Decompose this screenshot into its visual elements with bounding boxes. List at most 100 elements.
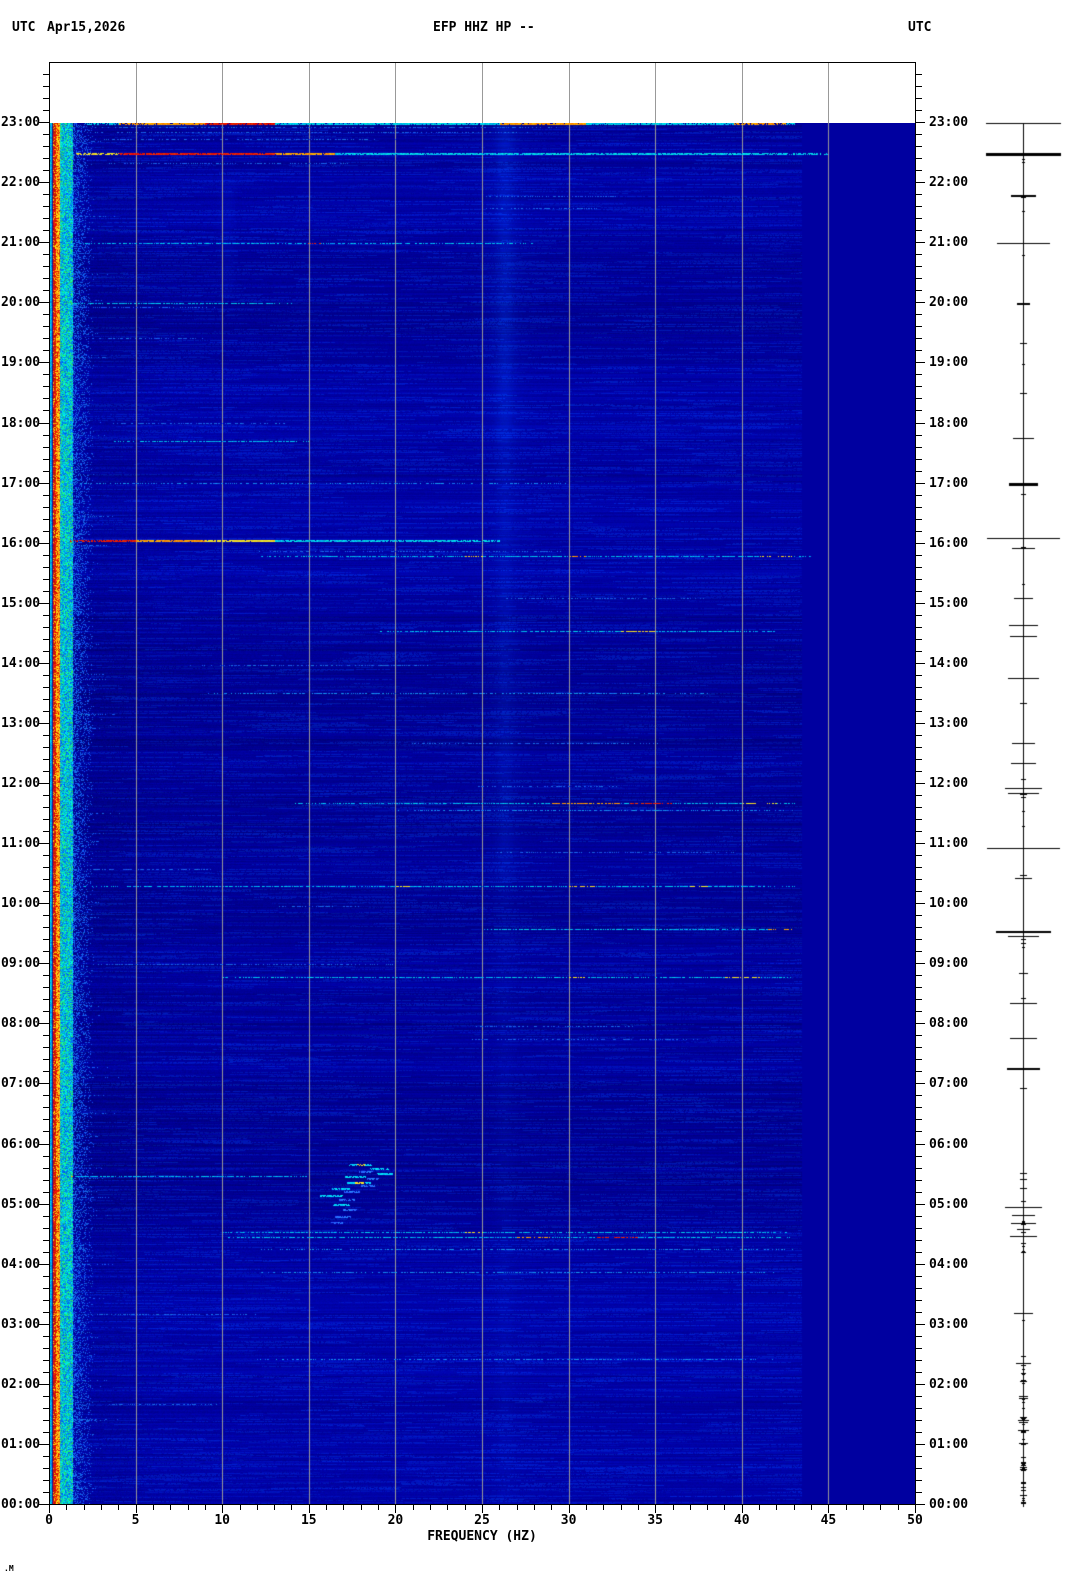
y-axis-hour-label: 03:00: [1, 1317, 41, 1332]
y-axis-minor-tick: [43, 1095, 49, 1096]
header-timezone-right: UTC: [908, 20, 932, 35]
y-axis-minor-tick: [43, 1312, 49, 1313]
y-axis-minor-tick: [43, 1059, 49, 1060]
y-axis-minor-tick: [43, 615, 49, 616]
x-axis-minor-tick: [551, 1505, 552, 1510]
y-axis-major-tick: [916, 1144, 925, 1145]
y-axis-minor-tick: [916, 266, 922, 267]
x-axis-minor-tick: [707, 1505, 708, 1510]
y-axis-minor-tick: [916, 1240, 922, 1241]
y-axis-minor-tick: [916, 1156, 922, 1157]
header-timezone-left: UTC: [12, 20, 36, 35]
y-axis-minor-tick: [43, 158, 49, 159]
y-axis-minor-tick: [43, 290, 49, 291]
y-axis-minor-tick: [43, 915, 49, 916]
y-axis-minor-tick: [916, 735, 922, 736]
y-axis-minor-tick: [916, 86, 922, 87]
y-axis-minor-tick: [916, 338, 922, 339]
y-axis-minor-tick: [43, 627, 49, 628]
y-axis-major-tick: [39, 483, 49, 484]
y-axis-minor-tick: [916, 1252, 922, 1253]
y-axis-minor-tick: [43, 398, 49, 399]
y-axis-major-tick: [916, 1444, 925, 1445]
x-axis-minor-tick: [621, 1505, 622, 1510]
y-axis-minor-tick: [43, 1252, 49, 1253]
y-axis-minor-tick: [43, 1180, 49, 1181]
y-axis-hour-label: 09:00: [929, 956, 969, 971]
y-axis-minor-tick: [43, 374, 49, 375]
y-axis-minor-tick: [43, 891, 49, 892]
y-axis-minor-tick: [43, 146, 49, 147]
y-axis-minor-tick: [916, 1408, 922, 1409]
y-axis-hour-label: 12:00: [929, 776, 969, 791]
y-axis-minor-tick: [916, 290, 922, 291]
x-axis-minor-tick: [240, 1505, 241, 1510]
y-axis-minor-tick: [916, 1468, 922, 1469]
y-axis-minor-tick: [916, 1095, 922, 1096]
y-axis-minor-tick: [916, 867, 922, 868]
y-axis-major-tick: [39, 843, 49, 844]
y-axis-major-tick: [39, 1444, 49, 1445]
y-axis-hour-label: 01:00: [1, 1437, 41, 1452]
y-axis-minor-tick: [43, 795, 49, 796]
gridline-vertical: [309, 63, 310, 123]
y-axis-hour-label: 00:00: [929, 1497, 969, 1512]
y-axis-minor-tick: [43, 386, 49, 387]
y-axis-minor-tick: [916, 1011, 922, 1012]
y-axis-minor-tick: [916, 1071, 922, 1072]
y-axis-minor-tick: [43, 1456, 49, 1457]
y-axis-hour-label: 18:00: [929, 416, 969, 431]
y-axis-minor-tick: [916, 1035, 922, 1036]
x-axis-major-tick: [136, 1505, 137, 1513]
y-axis-minor-tick: [916, 254, 922, 255]
y-axis-major-tick: [39, 1384, 49, 1385]
y-axis-minor-tick: [43, 1396, 49, 1397]
y-axis-minor-tick: [916, 1432, 922, 1433]
y-axis-minor-tick: [916, 927, 922, 928]
x-axis-minor-tick: [811, 1505, 812, 1510]
y-axis-minor-tick: [43, 194, 49, 195]
x-axis-major-tick: [569, 1505, 570, 1513]
y-axis-minor-tick: [43, 1228, 49, 1229]
y-axis-minor-tick: [916, 507, 922, 508]
x-axis-minor-tick: [724, 1505, 725, 1510]
y-axis-minor-tick: [43, 555, 49, 556]
y-axis-minor-tick: [916, 1360, 922, 1361]
y-axis-hour-label: 23:00: [1, 115, 41, 130]
y-axis-minor-tick: [43, 1216, 49, 1217]
y-axis-minor-tick: [916, 398, 922, 399]
y-axis-minor-tick: [43, 230, 49, 231]
x-axis-minor-tick: [361, 1505, 362, 1510]
x-axis-minor-tick: [863, 1505, 864, 1510]
y-axis-minor-tick: [916, 651, 922, 652]
gridline-vertical: [482, 63, 483, 123]
x-axis-major-tick: [309, 1505, 310, 1513]
y-axis-hour-label: 02:00: [1, 1377, 41, 1392]
y-axis-minor-tick: [916, 747, 922, 748]
y-axis-minor-tick: [43, 975, 49, 976]
y-axis-major-tick: [916, 122, 925, 123]
amplitude-trace-canvas: [960, 0, 1066, 1584]
y-axis-minor-tick: [43, 519, 49, 520]
y-axis-minor-tick: [916, 1119, 922, 1120]
x-axis-minor-tick: [274, 1505, 275, 1510]
y-axis-minor-tick: [43, 819, 49, 820]
y-axis-minor-tick: [43, 867, 49, 868]
y-axis-minor-tick: [916, 1192, 922, 1193]
y-axis-minor-tick: [43, 447, 49, 448]
x-axis-tick-label: 10: [214, 1513, 231, 1528]
y-axis-hour-label: 07:00: [929, 1076, 969, 1091]
y-axis-minor-tick: [43, 1432, 49, 1433]
x-axis-major-tick: [222, 1505, 223, 1513]
y-axis-hour-label: 22:00: [1, 175, 41, 190]
y-axis-minor-tick: [43, 254, 49, 255]
y-axis-major-tick: [916, 963, 925, 964]
y-axis-major-tick: [916, 903, 925, 904]
x-axis-major-tick: [482, 1505, 483, 1513]
y-axis-minor-tick: [916, 591, 922, 592]
y-axis-minor-tick: [43, 1047, 49, 1048]
y-axis-hour-label: 19:00: [1, 355, 41, 370]
y-axis-minor-tick: [43, 567, 49, 568]
y-axis-major-tick: [39, 122, 49, 123]
x-axis-minor-tick: [343, 1505, 344, 1510]
